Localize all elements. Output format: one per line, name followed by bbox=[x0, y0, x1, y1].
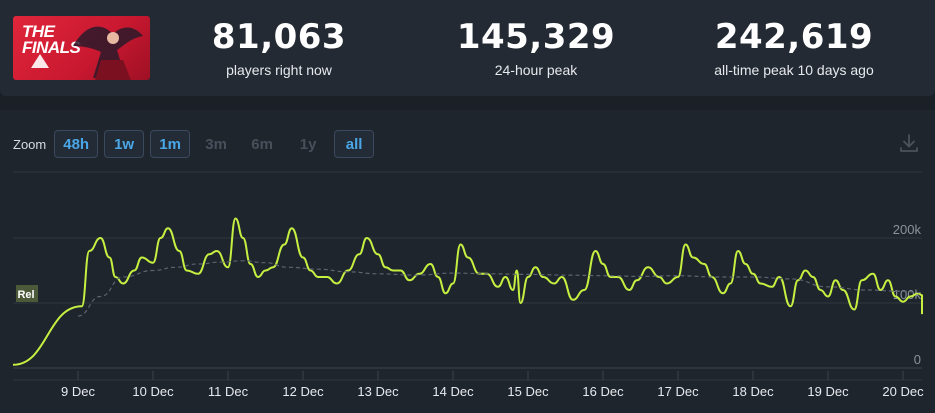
x-tick-label: 16 Dec bbox=[582, 384, 624, 399]
zoom-1y-button: 1y bbox=[299, 135, 317, 153]
x-tick-label: 9 Dec bbox=[61, 384, 95, 399]
zoom-controls: Zoom 48h 1w 1m 3m 6m 1y all bbox=[13, 130, 380, 158]
x-tick-label: 11 Dec bbox=[208, 384, 249, 399]
download-icon[interactable] bbox=[898, 132, 920, 154]
release-flag-label: Rel bbox=[17, 289, 34, 301]
peak-24h-value: 145,329 bbox=[456, 17, 616, 57]
players-series-line bbox=[12, 217, 923, 366]
zoom-6m-button: 6m bbox=[251, 135, 273, 153]
zoom-48h-button[interactable]: 48h bbox=[54, 130, 99, 158]
stat-current-players: 81,063 players right now bbox=[179, 18, 379, 78]
stat-all-time-peak: 242,619 all-time peak 10 days ago bbox=[694, 18, 894, 78]
peak-24h-label: 24-hour peak bbox=[494, 62, 578, 78]
stat-24h-peak: 145,329 24-hour peak bbox=[436, 18, 636, 78]
x-tick-label: 12 Dec bbox=[282, 384, 324, 399]
game-logo[interactable]: THE FINALS bbox=[13, 16, 150, 80]
x-tick-label: 15 Dec bbox=[507, 384, 549, 399]
release-flag[interactable] bbox=[16, 285, 38, 302]
logo-wordmark: THE FINALS bbox=[22, 22, 81, 57]
y-tick-label: 100k bbox=[893, 287, 922, 302]
y-tick-label: 200k bbox=[893, 222, 922, 237]
stats-panel bbox=[0, 0, 935, 96]
all-time-peak-label: all-time peak 10 days ago bbox=[714, 62, 874, 78]
logo-line-2: FINALS bbox=[22, 38, 81, 57]
average-series-line bbox=[77, 260, 923, 317]
zoom-1m-button[interactable]: 1m bbox=[150, 130, 191, 158]
y-tick-label: 0 bbox=[914, 352, 921, 367]
x-tick-label: 18 Dec bbox=[732, 384, 774, 399]
x-tick-label: 13 Dec bbox=[357, 384, 399, 399]
x-tick-label: 19 Dec bbox=[807, 384, 849, 399]
all-time-peak-value: 242,619 bbox=[714, 17, 874, 57]
x-tick-label: 20 Dec bbox=[882, 384, 924, 399]
logo-figure-icon bbox=[31, 26, 143, 80]
zoom-all-button[interactable]: all bbox=[334, 130, 375, 158]
x-tick-label: 14 Dec bbox=[432, 384, 474, 399]
current-players-value: 81,063 bbox=[211, 17, 347, 57]
current-players-label: players right now bbox=[226, 62, 332, 78]
zoom-3m-button: 3m bbox=[205, 135, 227, 153]
zoom-label: Zoom bbox=[13, 136, 47, 152]
x-tick-label: 10 Dec bbox=[132, 384, 174, 399]
chart-panel bbox=[0, 110, 935, 413]
x-tick-label: 17 Dec bbox=[657, 384, 699, 399]
zoom-1w-button[interactable]: 1w bbox=[104, 130, 145, 158]
logo-line-1: THE bbox=[22, 22, 55, 41]
